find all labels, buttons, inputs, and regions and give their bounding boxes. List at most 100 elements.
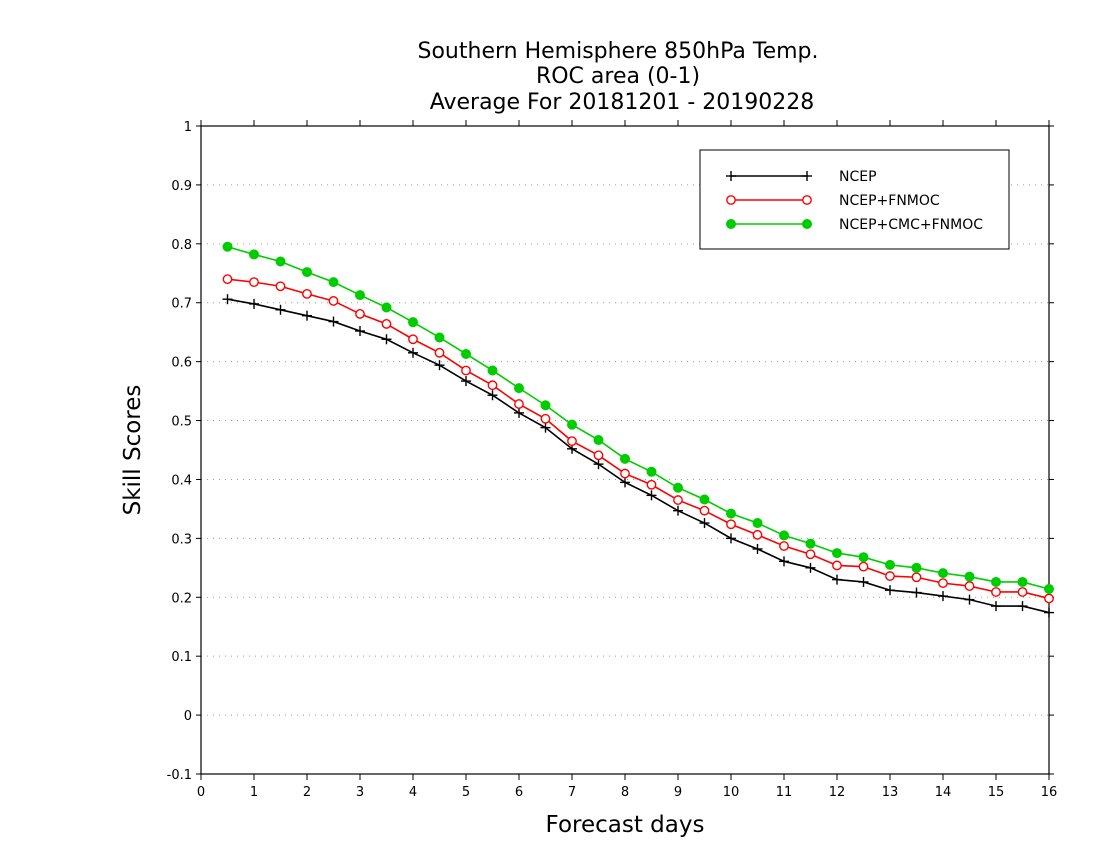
series-layer — [222, 241, 1054, 618]
y-tick-label: 0.5 — [171, 415, 192, 430]
data-point — [593, 459, 604, 470]
data-point — [646, 479, 657, 490]
data-point — [514, 407, 524, 418]
data-point — [540, 400, 551, 411]
y-axis: -0.1 0 0.1 0.2 0.3 0.4 0.5 0.6 0.7 0.8 0.9 1 — [167, 120, 1054, 783]
x-tick-label: 10 — [723, 785, 740, 800]
legend-entry: NCEP+CMC+FNMOC — [726, 217, 983, 233]
data-point — [938, 568, 948, 579]
data-point — [487, 365, 498, 376]
data-point — [991, 576, 1001, 587]
data-point — [911, 572, 922, 583]
data-point — [328, 316, 339, 327]
data-point — [779, 541, 789, 551]
data-point — [461, 376, 471, 387]
legend: NCEP NCEP+FNMOC NCEP+CMC+FNMOC — [699, 149, 1010, 250]
legend-entry: NCEP+FNMOC — [726, 193, 940, 209]
data-point — [964, 594, 975, 605]
data-point — [514, 383, 524, 394]
data-point — [540, 413, 551, 424]
data-point — [832, 560, 842, 571]
data-point — [779, 556, 789, 567]
data-point — [938, 578, 948, 589]
legend-marker — [802, 171, 812, 181]
data-point — [249, 298, 259, 309]
data-point — [487, 390, 498, 401]
data-point — [885, 559, 895, 570]
data-point — [381, 302, 392, 313]
data-point — [328, 296, 339, 306]
data-point — [302, 288, 312, 299]
data-point — [434, 347, 445, 358]
x-tick-label: 1 — [250, 785, 258, 800]
data-point — [328, 277, 339, 288]
data-point — [355, 290, 365, 301]
data-point — [222, 241, 233, 252]
x-axis: 0 1 2 3 4 5 6 7 8 9 10 11 12 13 14 15 16 — [197, 120, 1057, 800]
data-point — [646, 466, 657, 477]
y-tick-label: 0.7 — [171, 297, 192, 312]
series-line — [227, 298, 1050, 614]
data-point — [222, 274, 233, 285]
y-tick-label: 0.9 — [171, 179, 192, 194]
legend-marker — [726, 195, 736, 205]
series-ncep — [222, 294, 1054, 618]
y-tick-label: 0.4 — [171, 473, 192, 488]
data-point — [752, 529, 763, 540]
data-point — [461, 365, 471, 376]
x-tick-label: 8 — [621, 785, 629, 800]
gridlines — [201, 184, 1049, 716]
data-point — [434, 332, 445, 343]
data-point — [434, 360, 445, 371]
x-tick-label: 12 — [829, 785, 846, 800]
data-point — [1017, 601, 1028, 612]
data-point — [885, 571, 895, 581]
x-tick-label: 13 — [882, 785, 899, 800]
data-point — [964, 571, 975, 582]
x-tick-label: 4 — [409, 785, 417, 800]
x-tick-label: 11 — [776, 785, 793, 800]
series-ncep-cmc-fnmoc — [222, 241, 1054, 595]
legend-marker — [802, 219, 812, 229]
data-point — [408, 334, 418, 345]
x-tick-label: 2 — [303, 785, 311, 800]
y-tick-label: 0.1 — [171, 650, 192, 665]
legend-marker — [726, 219, 736, 229]
title-line-2: ROC area (0-1) — [536, 64, 700, 89]
data-point — [991, 601, 1001, 612]
x-tick-label: 9 — [674, 785, 682, 800]
data-point — [911, 587, 922, 598]
data-point — [302, 310, 312, 321]
x-axis-label: Forecast days — [546, 812, 705, 838]
data-point — [673, 495, 683, 505]
data-point — [699, 505, 710, 516]
x-tick-label: 3 — [356, 785, 364, 800]
data-point — [381, 334, 392, 345]
data-point — [673, 482, 683, 493]
x-tick-label: 14 — [935, 785, 952, 800]
data-point — [858, 561, 869, 572]
y-tick-label: 0.2 — [171, 591, 192, 606]
data-point — [805, 549, 816, 560]
series-line — [227, 245, 1050, 590]
data-point — [620, 453, 630, 464]
data-point — [911, 562, 922, 573]
data-point — [249, 249, 259, 260]
y-tick-label: 0.3 — [171, 532, 192, 547]
title-line-3: Average For 20181201 - 20190228 — [430, 90, 815, 115]
data-point — [593, 434, 604, 445]
data-point — [726, 508, 736, 519]
data-point — [355, 309, 365, 319]
data-point — [805, 562, 816, 573]
data-point — [752, 543, 763, 554]
data-point — [832, 548, 842, 559]
data-point — [726, 533, 736, 544]
data-point — [964, 581, 975, 591]
x-tick-label: 6 — [515, 785, 523, 800]
data-point — [885, 585, 895, 596]
data-point — [408, 347, 418, 358]
data-point — [1044, 584, 1054, 595]
legend-entry: NCEP — [726, 169, 877, 185]
legend-marker — [726, 171, 736, 181]
x-tick-label: 15 — [988, 785, 1005, 800]
